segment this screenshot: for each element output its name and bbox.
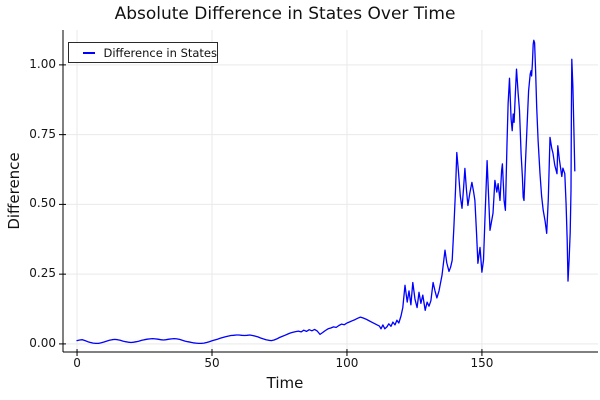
legend-label: Difference in States <box>103 45 217 60</box>
legend-line-sample-icon <box>83 51 96 54</box>
y-tick-label: 0.00 <box>29 335 56 350</box>
difference-line <box>76 39 576 345</box>
x-tick-label: 50 <box>204 356 220 370</box>
chart-title: Absolute Difference in States Over Time <box>114 4 456 24</box>
x-tick-label: 100 <box>335 356 359 370</box>
y-tick-label: 0.75 <box>29 126 56 141</box>
x-tick-label: 150 <box>470 356 494 370</box>
y-tick-label: 1.00 <box>29 56 56 71</box>
x-tick-label: 0 <box>73 356 81 370</box>
legend: Difference in States <box>68 42 218 63</box>
x-axis-label: Time <box>266 374 304 392</box>
y-tick-label: 0.25 <box>29 266 56 281</box>
y-tick-label: 0.50 <box>29 196 56 211</box>
